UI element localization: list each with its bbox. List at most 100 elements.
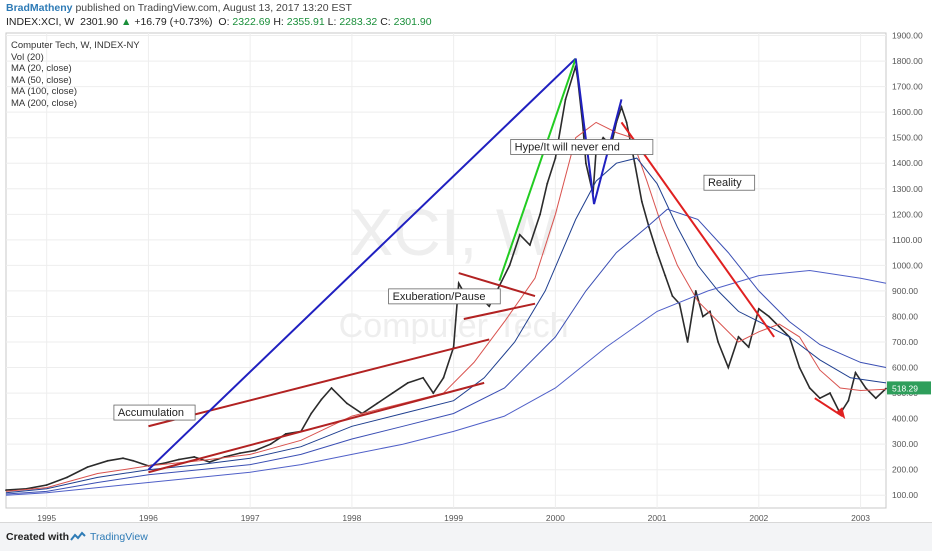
trend-line bbox=[148, 381, 485, 474]
symbol-label: INDEX:XCI, W bbox=[6, 16, 75, 28]
price-point bbox=[122, 457, 124, 460]
price-point bbox=[602, 136, 605, 139]
price-point bbox=[546, 182, 549, 185]
price-point bbox=[422, 376, 425, 379]
price-point bbox=[239, 452, 241, 454]
price-point bbox=[620, 106, 623, 108]
price-point bbox=[193, 456, 196, 458]
close-label: C: bbox=[380, 16, 391, 28]
price-point bbox=[564, 98, 567, 101]
ma-line-3 bbox=[5, 208, 887, 495]
up-arrow-icon: ▲ bbox=[121, 16, 132, 28]
price-point bbox=[66, 476, 68, 479]
price-point bbox=[457, 282, 460, 285]
low-label: L: bbox=[327, 16, 337, 28]
price-point bbox=[132, 459, 135, 462]
y-tick-label: 1300.00 bbox=[892, 184, 923, 194]
price-point bbox=[686, 341, 689, 343]
price-point bbox=[554, 157, 557, 160]
price-tag-label: 518.29 bbox=[892, 383, 918, 393]
y-tick-label: 300.00 bbox=[892, 439, 918, 449]
y-tick-label: 1900.00 bbox=[892, 31, 923, 41]
annotation-label: Exuberation/Pause bbox=[393, 291, 486, 303]
price-point bbox=[664, 274, 667, 277]
open-label: O: bbox=[218, 16, 230, 28]
legend-ma20[interactable]: MA (20, close) bbox=[11, 63, 72, 75]
price-point bbox=[694, 290, 697, 292]
legend-ma50[interactable]: MA (50, close) bbox=[11, 74, 72, 86]
close-value: 2301.90 bbox=[393, 16, 432, 28]
price-point bbox=[656, 251, 658, 254]
y-tick-label: 900.00 bbox=[892, 286, 918, 296]
annotation-box bbox=[388, 288, 501, 305]
price-point bbox=[518, 233, 521, 236]
arrowhead-icon bbox=[836, 407, 846, 420]
legend-ma100[interactable]: MA (100, close) bbox=[11, 86, 77, 98]
price-point bbox=[864, 387, 867, 389]
price-point bbox=[310, 412, 313, 415]
x-tick-label: 2002 bbox=[749, 513, 768, 522]
price-point bbox=[269, 443, 272, 446]
price-point bbox=[747, 346, 750, 349]
price-tag bbox=[887, 381, 931, 395]
ma-line-4 bbox=[5, 269, 887, 496]
y-tick-label: 200.00 bbox=[892, 465, 918, 475]
x-tick-label: 2000 bbox=[546, 513, 565, 522]
y-tick-label: 1200.00 bbox=[892, 209, 923, 219]
price-point bbox=[847, 399, 850, 402]
trend-line bbox=[148, 338, 490, 428]
price-point bbox=[854, 371, 857, 374]
price-point bbox=[529, 244, 531, 246]
price-point bbox=[330, 387, 333, 389]
price-point bbox=[874, 397, 877, 400]
price-point bbox=[648, 226, 650, 228]
annotation-box bbox=[510, 139, 654, 155]
y-tick-label: 700.00 bbox=[892, 337, 918, 347]
x-tick-label: 2001 bbox=[648, 513, 667, 522]
author-link[interactable]: BradMatheny bbox=[6, 2, 73, 14]
price-point bbox=[768, 315, 770, 318]
last-price: 2301.90 bbox=[80, 16, 119, 28]
open-value: 2322.69 bbox=[232, 16, 271, 28]
legend-ma200[interactable]: MA (200, close) bbox=[11, 97, 77, 109]
y-tick-label: 1100.00 bbox=[892, 235, 922, 245]
price-point bbox=[727, 366, 730, 369]
price-point bbox=[757, 307, 760, 310]
y-tick-label: 1000.00 bbox=[892, 260, 923, 270]
x-tick-label: 1997 bbox=[241, 513, 260, 522]
price-point bbox=[284, 433, 287, 435]
trend-line bbox=[463, 302, 536, 320]
price-point bbox=[45, 484, 48, 486]
price-point bbox=[818, 397, 821, 400]
created-with-text: Created with bbox=[6, 531, 70, 543]
price-point bbox=[442, 376, 445, 379]
x-tick-label: 1998 bbox=[342, 513, 361, 522]
price-point bbox=[5, 489, 7, 492]
price-point bbox=[584, 162, 587, 165]
price-point bbox=[320, 398, 323, 401]
y-tick-label: 1500.00 bbox=[892, 133, 923, 143]
y-tick-label: 100.00 bbox=[892, 490, 918, 500]
price-point bbox=[678, 302, 681, 305]
y-tick-label: 1600.00 bbox=[892, 107, 923, 117]
price-point bbox=[86, 466, 89, 469]
y-tick-label: 600.00 bbox=[892, 363, 918, 373]
price-point bbox=[488, 305, 491, 308]
publish-info: BradMatheny published on TradingView.com… bbox=[6, 1, 352, 15]
annotation-label: Reality bbox=[708, 177, 742, 189]
price-point bbox=[717, 341, 720, 343]
y-tick-label: 1800.00 bbox=[892, 56, 923, 66]
price-point bbox=[671, 295, 674, 297]
trend-line bbox=[458, 272, 536, 297]
tradingview-brand[interactable]: TradingView bbox=[90, 531, 148, 543]
high-value: 2355.91 bbox=[286, 16, 325, 28]
annotation-box bbox=[703, 174, 756, 191]
price-point bbox=[432, 392, 435, 394]
price-point bbox=[539, 213, 542, 216]
y-tick-label: 1700.00 bbox=[892, 82, 923, 92]
legend-vol[interactable]: Vol (20) bbox=[11, 51, 44, 63]
price-point bbox=[106, 459, 109, 462]
price-point bbox=[625, 121, 628, 124]
price-point bbox=[508, 264, 511, 267]
